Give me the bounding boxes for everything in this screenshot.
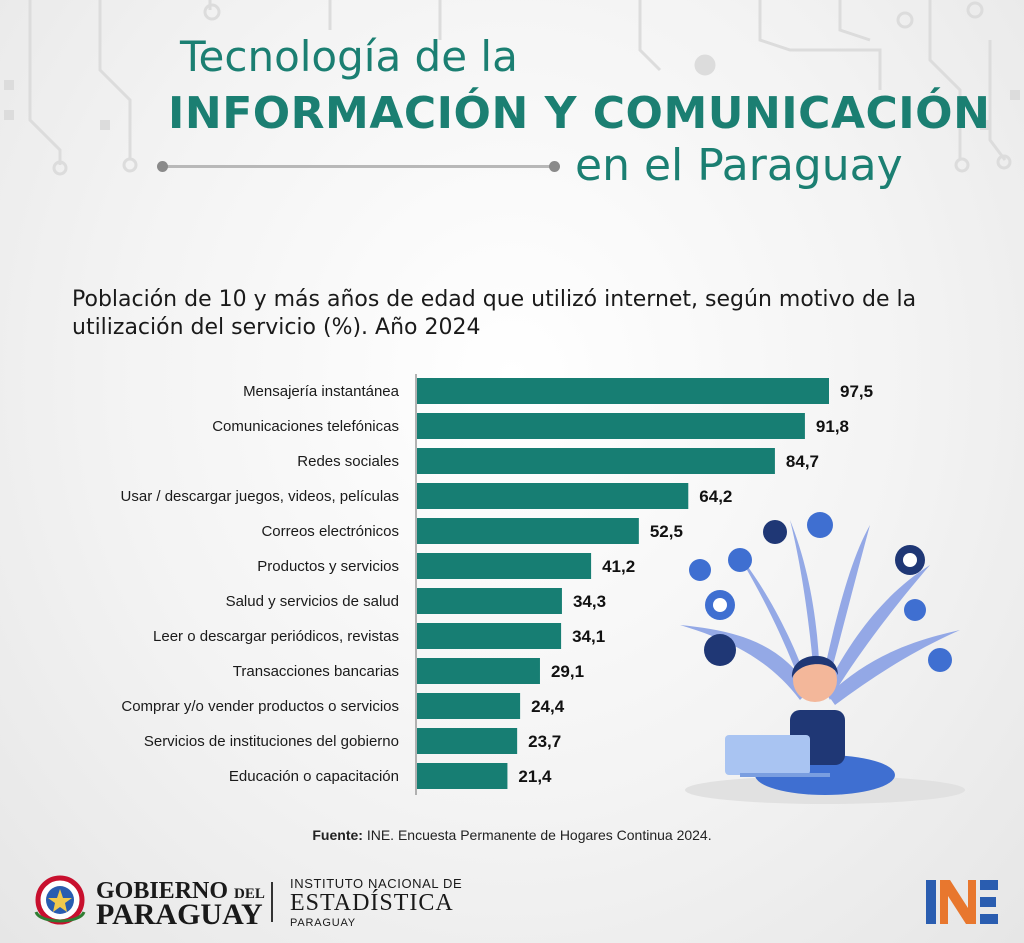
value-label-0: 97,5 [840, 382, 873, 401]
value-label-2: 84,7 [786, 452, 819, 471]
bar-5 [417, 553, 592, 579]
category-label-6: Salud y servicios de salud [226, 593, 399, 610]
bar-4 [417, 518, 639, 544]
ine-logo-icon [926, 880, 998, 924]
bar-10 [417, 728, 518, 754]
value-label-8: 29,1 [551, 662, 584, 681]
gov-word-gobierno: GOBIERNO [96, 878, 229, 904]
category-label-8: Transacciones bancarias [233, 663, 399, 680]
category-label-4: Correos electrónicos [261, 523, 399, 540]
value-label-9: 24,4 [531, 697, 565, 716]
bar-6 [417, 588, 562, 614]
category-label-2: Redes sociales [297, 453, 399, 470]
gov-name-line2: PARAGUAY [96, 898, 263, 931]
bar-0 [417, 378, 829, 404]
divider-dot-left [157, 161, 168, 172]
title-line-2: INFORMACIÓN Y COMUNICACIÓN [168, 88, 991, 139]
footer-divider [271, 882, 273, 922]
bar-9 [417, 693, 521, 719]
title-divider [160, 165, 555, 168]
value-label-5: 41,2 [602, 557, 635, 576]
category-label-7: Leer o descargar periódicos, revistas [153, 628, 399, 645]
title-line-1: Tecnología de la [180, 32, 518, 81]
gov-word-del: DEL [234, 886, 265, 902]
value-label-10: 23,7 [528, 732, 561, 751]
source-text: INE. Encuesta Permanente de Hogares Cont… [362, 827, 712, 843]
bar-2 [417, 448, 775, 474]
value-label-1: 91,8 [816, 417, 849, 436]
ine-name-line1: INSTITUTO NACIONAL DE [290, 876, 463, 891]
paraguay-seal-icon [34, 875, 86, 925]
category-label-10: Servicios de instituciones del gobierno [144, 733, 399, 750]
divider-dot-right [549, 161, 560, 172]
bar-1 [417, 413, 805, 439]
source-label: Fuente: [312, 827, 363, 843]
value-label-7: 34,1 [572, 627, 605, 646]
category-label-0: Mensajería instantánea [243, 383, 400, 400]
value-label-4: 52,5 [650, 522, 683, 541]
gov-name-line1: GOBIERNO DEL [96, 878, 265, 905]
category-label-5: Productos y servicios [257, 558, 399, 575]
bar-8 [417, 658, 540, 684]
category-label-9: Comprar y/o vender productos o servicios [121, 698, 399, 715]
bar-11 [417, 763, 508, 789]
value-label-3: 64,2 [699, 487, 732, 506]
ine-name-line2: ESTADÍSTICA [290, 890, 454, 916]
chart-title: Población de 10 y más años de edad que u… [72, 287, 917, 340]
bar-3 [417, 483, 689, 509]
ine-name-line3: PARAGUAY [290, 917, 356, 929]
value-label-11: 21,4 [518, 767, 552, 786]
source-note: Fuente: INE. Encuesta Permanente de Hoga… [0, 827, 1024, 843]
category-label-1: Comunicaciones telefónicas [212, 418, 399, 435]
value-label-6: 34,3 [573, 592, 606, 611]
category-label-3: Usar / descargar juegos, videos, películ… [121, 488, 399, 505]
bar-7 [417, 623, 562, 649]
title-line-3: en el Paraguay [575, 140, 903, 191]
category-label-11: Educación o capacitación [229, 768, 399, 785]
woman-laptop-illustration [680, 512, 965, 804]
circuit-background [4, 0, 1020, 176]
